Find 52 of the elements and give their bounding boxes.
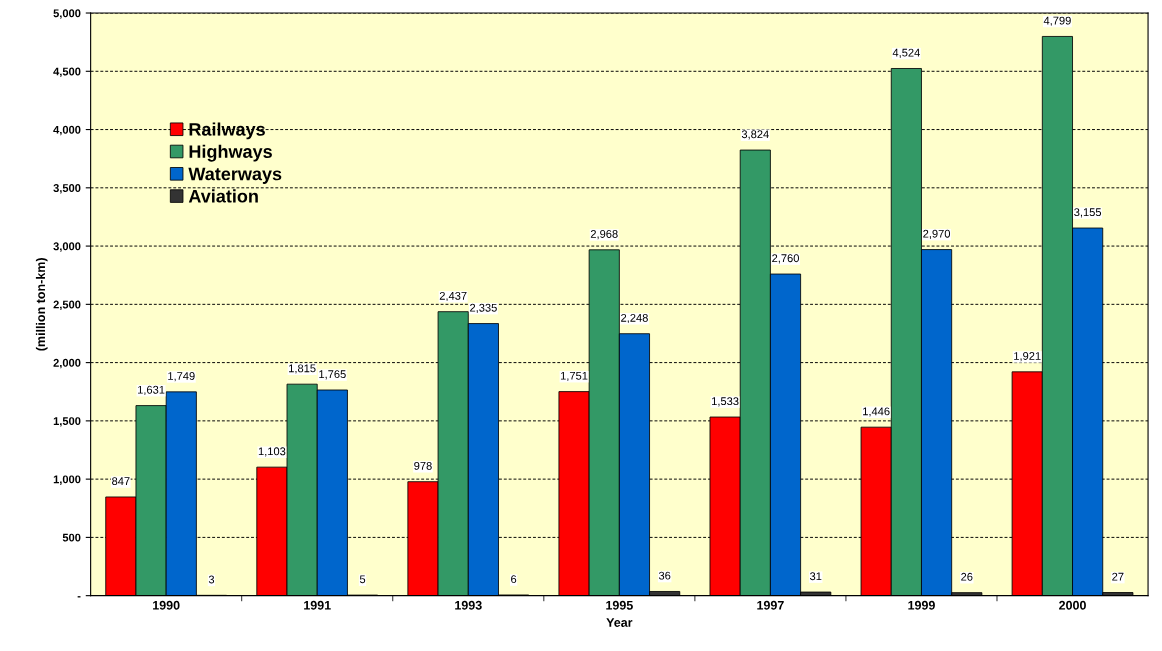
data-label: 2,335 xyxy=(470,303,497,313)
legend-label: Highways xyxy=(189,144,272,162)
data-label: 978 xyxy=(414,461,432,470)
data-label: 2,760 xyxy=(772,254,799,264)
data-label: 36 xyxy=(658,571,671,580)
legend-label: Aviation xyxy=(188,189,258,203)
y-tick-label: 4,500 xyxy=(53,67,81,78)
y-tick-label: 1,500 xyxy=(53,417,81,427)
data-label: 1,765 xyxy=(319,370,346,380)
data-label: 31 xyxy=(809,572,822,581)
y-tick-label: 2,000 xyxy=(53,358,81,369)
y-tick-label: - xyxy=(77,596,81,598)
data-label: 3,824 xyxy=(741,130,769,140)
legend-label: Railways xyxy=(189,122,265,140)
x-tick-label: 2000 xyxy=(1059,600,1086,610)
y-tick-label: 1,000 xyxy=(53,475,81,485)
data-label: 3 xyxy=(208,575,215,584)
x-tick-label: 1999 xyxy=(908,600,935,610)
data-label: 2,970 xyxy=(923,229,951,239)
y-tick-label: 2,500 xyxy=(53,300,81,311)
x-tick-label: 1993 xyxy=(455,600,482,610)
y-axis-title: (million ton-km) xyxy=(35,258,48,351)
x-tick-label: 1995 xyxy=(606,600,633,610)
data-label: 2,437 xyxy=(439,291,467,302)
x-axis-title: Year xyxy=(606,618,633,627)
y-tick-label: 3,000 xyxy=(53,242,81,252)
data-label: 2,968 xyxy=(590,230,618,240)
data-label: 3,155 xyxy=(1074,208,1102,218)
data-label: 6 xyxy=(511,575,517,584)
data-label: 4,799 xyxy=(1043,16,1071,26)
data-label: 1,751 xyxy=(560,371,588,382)
legend-label: Waterways xyxy=(188,167,282,184)
data-label: 2,248 xyxy=(621,313,648,324)
x-tick-label: 1990 xyxy=(153,600,180,610)
y-tick-label: 3,500 xyxy=(53,184,81,194)
x-tick-label: 1997 xyxy=(757,600,784,610)
data-label: 27 xyxy=(1112,572,1124,581)
data-label: 26 xyxy=(961,572,973,581)
data-label: 1,631 xyxy=(138,385,165,395)
y-tick-label: 4,000 xyxy=(53,125,81,136)
data-label: 1,921 xyxy=(1014,352,1041,362)
y-tick-label: 5,000 xyxy=(53,9,81,19)
data-label: 1,815 xyxy=(289,364,316,374)
data-label: 847 xyxy=(112,477,130,486)
x-tick-label: 1991 xyxy=(304,600,331,610)
data-label: 1,446 xyxy=(863,407,890,417)
data-label: 1,749 xyxy=(168,372,195,382)
data-label: 5 xyxy=(359,575,366,584)
data-label: 1,533 xyxy=(712,397,739,407)
data-label: 4,524 xyxy=(892,48,920,58)
y-tick-label: 500 xyxy=(62,533,81,542)
data-label: 1,103 xyxy=(258,447,286,457)
